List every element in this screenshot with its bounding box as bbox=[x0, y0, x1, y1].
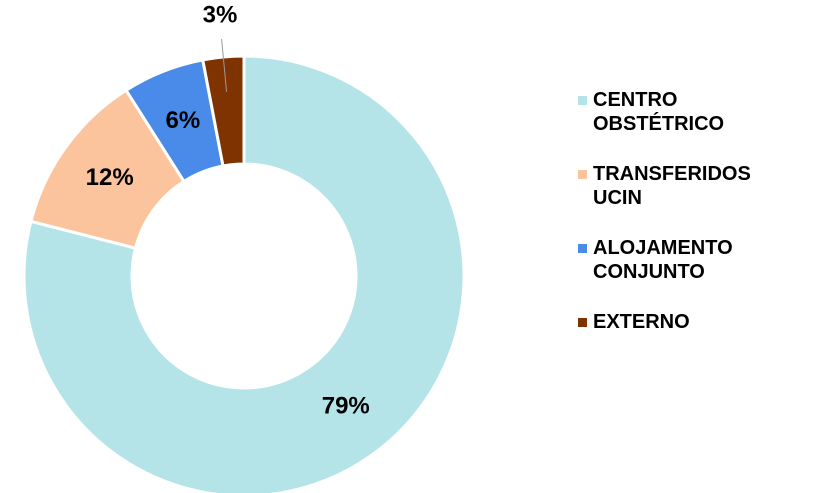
donut-slice bbox=[22, 54, 466, 493]
legend-label: EXTERNO bbox=[593, 311, 690, 333]
legend-label: ALOJAMENTO CONJUNTO bbox=[593, 237, 733, 283]
legend-item: EXTERNO bbox=[578, 310, 818, 334]
data-label: 3% bbox=[203, 1, 238, 28]
data-label: 12% bbox=[86, 164, 134, 191]
legend-label: CENTRO OBSTÉTRICO bbox=[593, 89, 725, 135]
legend-swatch bbox=[578, 244, 587, 253]
leader-line bbox=[221, 39, 228, 92]
legend-item: CENTRO OBSTÉTRICO bbox=[578, 88, 818, 136]
legend-swatch bbox=[578, 318, 587, 327]
legend-swatch bbox=[578, 96, 587, 105]
data-label: 6% bbox=[166, 107, 201, 134]
donut-slice bbox=[201, 54, 246, 168]
legend-item: TRANSFERIDOS UCIN bbox=[578, 162, 818, 210]
legend: CENTRO OBSTÉTRICO TRANSFERIDOS UCIN ALOJAM… bbox=[578, 88, 818, 334]
legend-item: ALOJAMENTO CONJUNTO bbox=[578, 236, 818, 284]
legend-label: TRANSFERIDOS UCIN bbox=[593, 163, 751, 209]
legend-swatch bbox=[578, 170, 587, 179]
data-label: 79% bbox=[322, 393, 370, 420]
